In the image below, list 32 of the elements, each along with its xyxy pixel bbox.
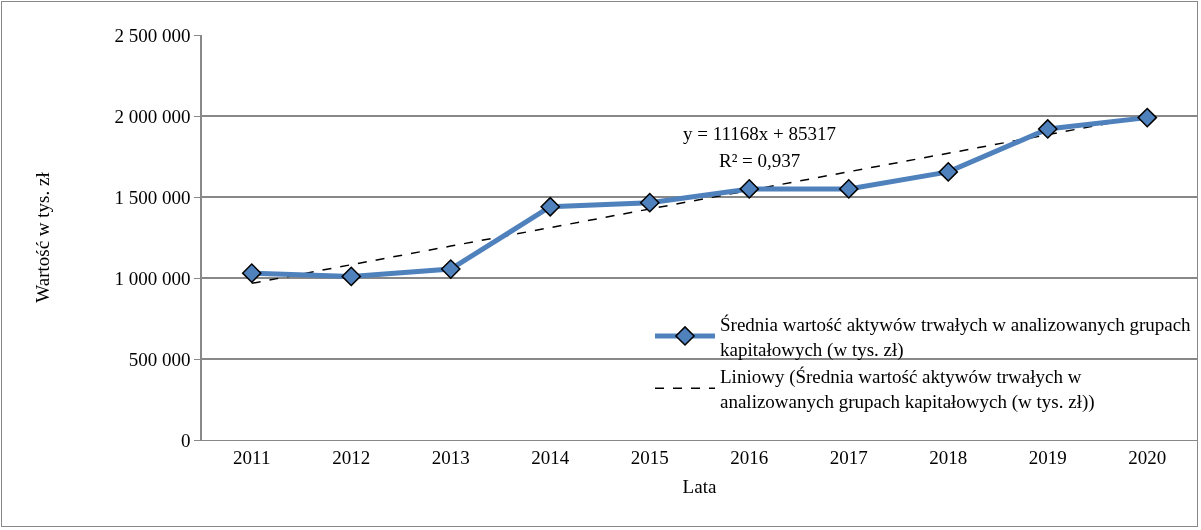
point	[241, 263, 262, 283]
x-tick-label: 2012	[332, 446, 371, 468]
annotation: y = 11168x + 85317	[683, 123, 837, 144]
annotation: R² = 0,937	[719, 150, 801, 171]
y-tick-label: 2 500 000	[114, 24, 191, 46]
point	[739, 179, 760, 199]
point	[1137, 107, 1158, 128]
legend-label: Liniowy (Średnia wartość aktywów trwałych w analizowanych grupach kapitałowych (w tys. zł))	[720, 366, 1095, 414]
point	[540, 196, 561, 217]
x-tick-label: 2017	[829, 446, 868, 468]
point	[938, 162, 959, 182]
x-tick-label: 2015	[630, 446, 669, 468]
x-tick-label: 2013	[431, 446, 470, 468]
y-tick-label: 0	[180, 429, 191, 451]
x-axis-title: Lata	[682, 475, 717, 497]
x-tick-label: 2018	[929, 446, 968, 468]
x-tick-label: 2016	[730, 446, 769, 468]
legend-label: Średnia wartość aktywów trwałych w analizowanych grupach kapitałowych (w tys. zł)	[720, 314, 1192, 361]
x-tick-label: 2019	[1028, 446, 1067, 468]
point	[1037, 119, 1058, 139]
y-tick-label: 2 000 000	[114, 105, 191, 127]
y-tick-label: 500 000	[128, 348, 191, 370]
y-tick-label: 1 000 000	[114, 267, 191, 289]
point	[341, 266, 362, 287]
x-tick-label: 2020	[1128, 446, 1167, 468]
point	[440, 259, 461, 279]
point	[639, 192, 660, 213]
y-axis-title: Wartość w tys. zł	[31, 171, 53, 303]
point	[838, 179, 859, 199]
x-tick-label: 2011	[233, 446, 271, 468]
y-tick-label: 1 500 000	[114, 186, 191, 208]
x-tick-label: 2014	[531, 446, 570, 468]
